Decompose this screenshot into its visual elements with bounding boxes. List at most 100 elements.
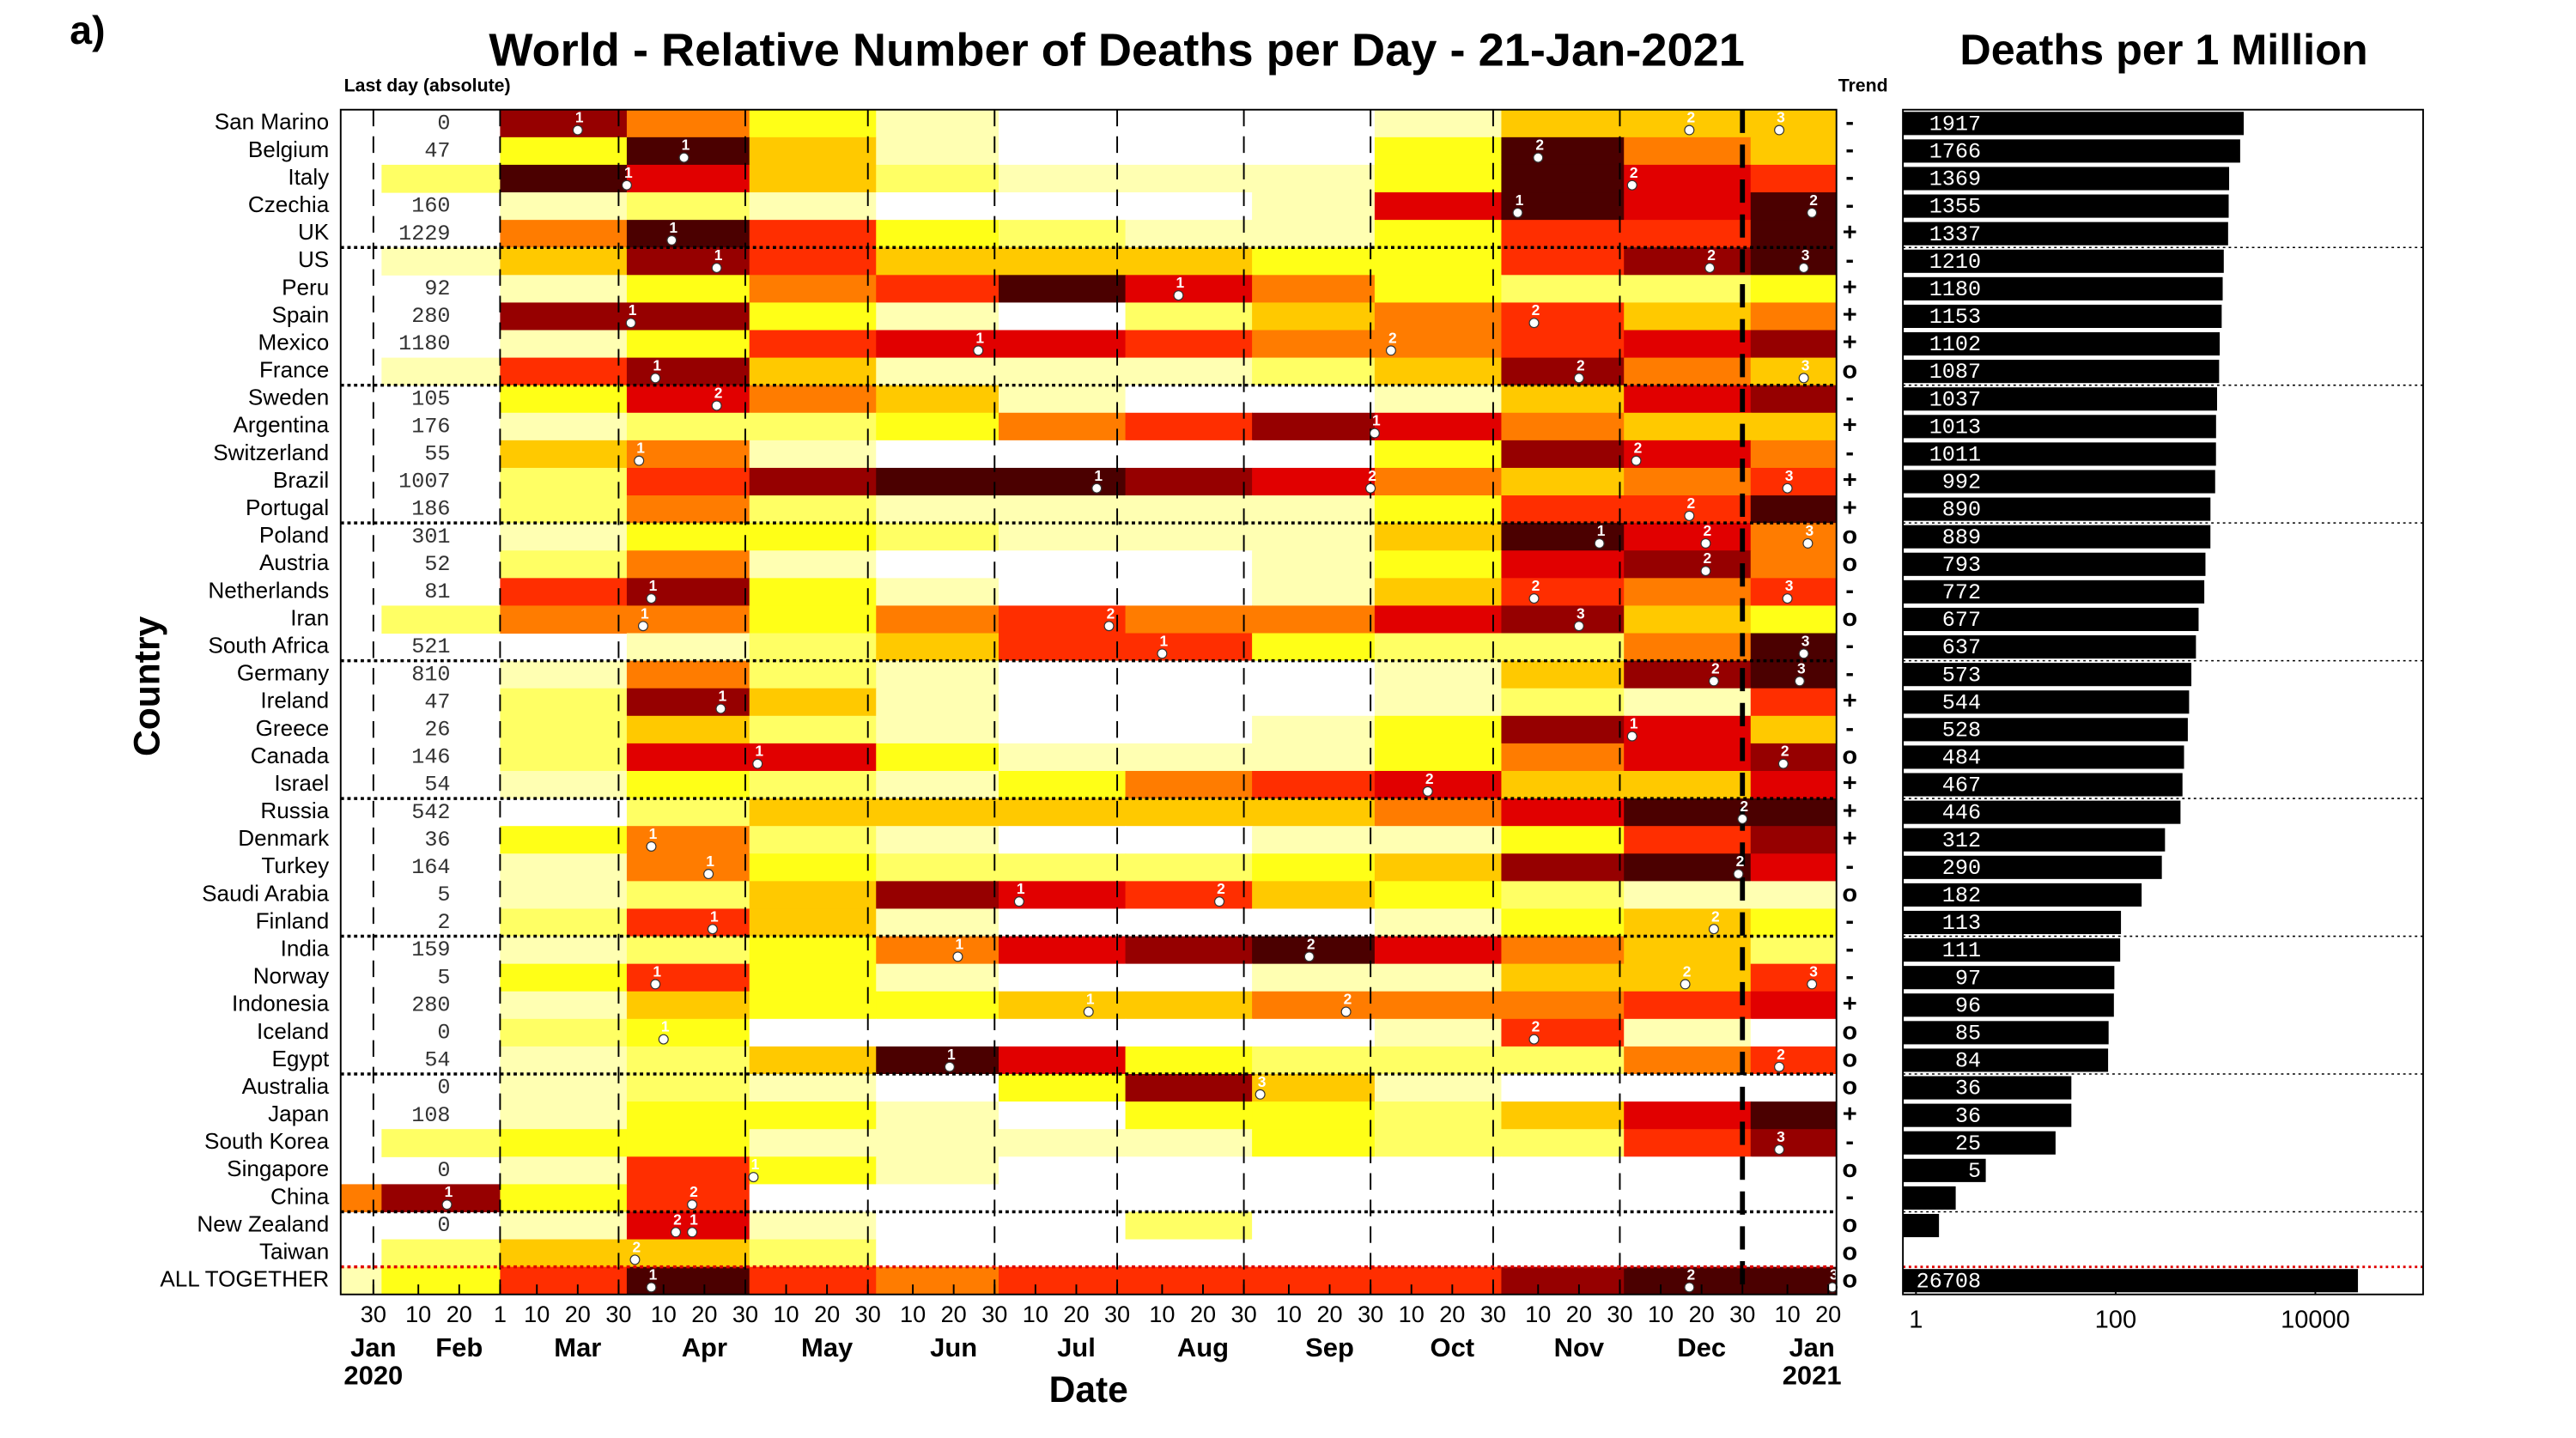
heat-cell	[1252, 688, 1376, 717]
heat-cell	[1252, 1129, 1376, 1157]
wave-label: 1	[947, 1046, 956, 1063]
heat-cell	[1125, 1156, 1253, 1185]
country-label: Italy	[288, 164, 329, 190]
bar	[1903, 910, 2122, 935]
country-label: Israel	[274, 770, 329, 796]
heat-cell	[999, 412, 1127, 441]
last-day-value: 0	[437, 111, 450, 136]
heat-cell	[876, 523, 999, 551]
heat-cell	[626, 1074, 750, 1102]
wave-marker	[646, 1282, 657, 1293]
heat-cell	[381, 164, 501, 193]
bar-value-label: 1153	[1929, 305, 1981, 330]
wave-marker	[1013, 896, 1024, 907]
bar-value-label: 1102	[1929, 332, 1981, 357]
bar	[1903, 1213, 1940, 1238]
heat-cell	[876, 853, 999, 882]
bar	[1903, 552, 2206, 576]
x-tick-label: 20	[1190, 1301, 1216, 1327]
heat-cell	[749, 605, 878, 634]
heat-cell	[1624, 247, 1752, 276]
heat-cell	[1624, 1018, 1752, 1047]
heat-cell	[1750, 164, 1838, 193]
heat-cell	[500, 881, 628, 910]
heat-cell	[999, 660, 1127, 689]
wave-label: 2	[1388, 329, 1397, 346]
heat-cell	[1624, 660, 1752, 689]
heat-cell	[1501, 385, 1625, 414]
x-tick-label: 10	[651, 1301, 677, 1327]
heat-cell	[1374, 385, 1503, 414]
heat-cell	[749, 1211, 878, 1241]
country-label: Switzerland	[213, 440, 329, 465]
heat-cell	[876, 164, 999, 193]
heat-cell	[626, 826, 750, 854]
heat-cell	[1252, 275, 1376, 303]
heat-cell	[1750, 1156, 1838, 1185]
heat-cell	[1125, 660, 1253, 689]
wave-label: 2	[1686, 109, 1695, 126]
heat-cell	[1501, 963, 1625, 992]
heat-cell	[1374, 578, 1503, 607]
heat-cell	[999, 991, 1127, 1020]
trend-title: Trend	[1838, 75, 1888, 95]
heat-cell	[1750, 578, 1838, 607]
heat-cell	[999, 220, 1127, 248]
heat-cell	[1252, 660, 1376, 689]
heat-cell	[1624, 605, 1752, 634]
heatmap-frame	[339, 108, 1838, 1295]
trend: +	[1843, 219, 1857, 246]
heat-cell	[626, 302, 750, 331]
heat-cell	[1501, 826, 1625, 854]
x-axis-label: Date	[1049, 1369, 1128, 1411]
heat-cell	[1374, 908, 1503, 937]
heat-cell	[1624, 220, 1752, 248]
heat-cell	[381, 605, 501, 634]
country-label: Peru	[282, 274, 329, 300]
trend: -	[1845, 659, 1854, 687]
month-label: Sep	[1305, 1332, 1354, 1362]
heat-cell	[749, 908, 878, 937]
heat-cell	[500, 495, 628, 524]
bar-value-label: 467	[1942, 774, 1981, 798]
x-tick-label: 30	[1104, 1301, 1130, 1327]
country-label: Singapore	[227, 1156, 329, 1181]
wave-label: 1	[1372, 412, 1381, 429]
x-tick-label: 10	[524, 1301, 550, 1327]
heat-cell	[1125, 1211, 1253, 1241]
heat-cell	[999, 633, 1127, 662]
heat-cell	[500, 1266, 628, 1295]
bar	[1903, 1158, 1986, 1182]
heat-cell	[1374, 1046, 1503, 1075]
last-day-value: 0	[437, 1158, 450, 1183]
x-tick-label: 20	[691, 1301, 717, 1327]
heat-cell	[1624, 192, 1752, 221]
wave-marker	[1157, 648, 1168, 659]
heat-cell	[626, 385, 750, 414]
heat-cell	[1125, 605, 1253, 634]
month-label: Nov	[1554, 1332, 1605, 1362]
wave-marker	[1700, 566, 1711, 577]
heat-cell	[500, 770, 628, 799]
country-label: Belgium	[248, 137, 329, 162]
x-tick-label: 30	[605, 1301, 631, 1327]
wave-marker	[711, 263, 722, 274]
heat-cell	[1374, 137, 1503, 166]
heat-cell	[1125, 109, 1253, 138]
heat-cell	[1750, 660, 1838, 689]
heat-cell	[500, 715, 628, 744]
heat-cell	[500, 908, 628, 937]
trend: o	[1842, 880, 1857, 907]
heat-cell	[626, 1046, 750, 1075]
heat-cell	[1501, 578, 1625, 607]
heat-cell	[1624, 440, 1752, 469]
heat-cell	[999, 109, 1127, 138]
country-label: France	[259, 357, 329, 383]
country-label: Iceland	[257, 1018, 329, 1044]
heat-cell	[1624, 578, 1752, 607]
trend: +	[1843, 770, 1857, 798]
bar-value-label: 528	[1942, 718, 1981, 743]
wave-label: 2	[1704, 522, 1712, 539]
heat-cell	[500, 412, 628, 441]
heat-cell	[999, 908, 1127, 937]
